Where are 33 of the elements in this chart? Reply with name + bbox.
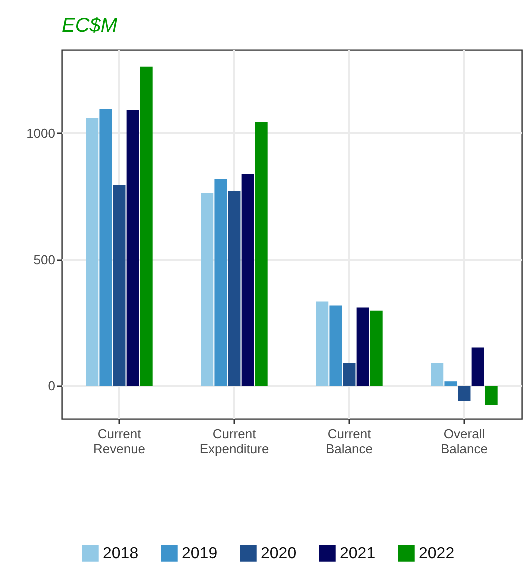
legend-label: 2022 [419, 546, 455, 563]
bar [472, 348, 484, 386]
bar [485, 386, 498, 406]
legend-label: 2019 [182, 546, 218, 563]
x-tick-label: Current Balance [326, 426, 373, 456]
bar [242, 174, 254, 386]
x-tick-label: Current Expenditure [200, 426, 270, 456]
legend-label: 2021 [340, 546, 376, 563]
legend-label: 2018 [103, 546, 139, 563]
bar [458, 386, 471, 402]
x-tick-label: Overall Balance [441, 426, 488, 456]
bar [343, 363, 356, 386]
y-tick-label: 500 [34, 252, 56, 268]
bar [228, 191, 241, 386]
bar [316, 302, 329, 386]
bar [255, 122, 268, 386]
bar [86, 118, 99, 386]
y-tick-label: 1000 [26, 126, 56, 141]
bar [330, 306, 342, 386]
x-tick-label: Current Revenue [93, 426, 146, 456]
legend-label: 2020 [261, 546, 297, 563]
bar [201, 193, 214, 386]
bar [113, 185, 126, 386]
chart-title: EC$M [62, 15, 118, 37]
bar [214, 179, 228, 386]
bar [140, 66, 153, 386]
bar [370, 310, 383, 386]
bar [126, 110, 140, 386]
bar [356, 308, 370, 386]
bar [100, 109, 112, 386]
bar [431, 363, 444, 386]
bar [444, 382, 458, 386]
y-tick-label: 0 [48, 378, 56, 394]
